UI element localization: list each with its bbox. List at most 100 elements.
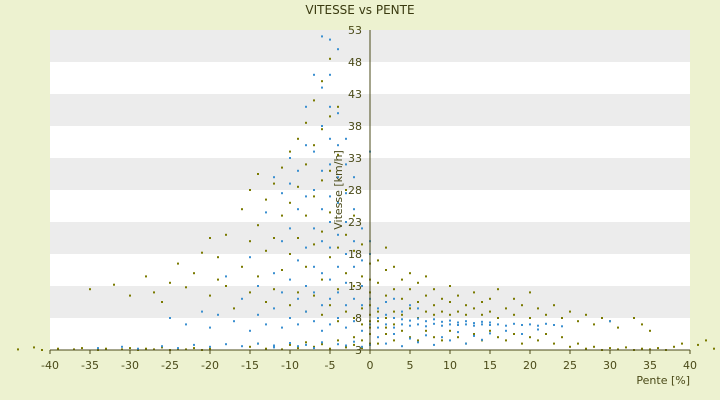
data-point	[473, 322, 475, 325]
data-point	[209, 345, 211, 348]
data-point	[641, 347, 643, 350]
data-point	[185, 348, 187, 351]
data-point	[345, 137, 347, 140]
data-point	[465, 323, 467, 326]
data-point	[353, 336, 355, 339]
y-tick-label: 28	[348, 184, 362, 197]
data-point	[513, 297, 515, 300]
data-point	[489, 297, 491, 300]
data-point	[289, 227, 291, 230]
data-point	[409, 319, 411, 322]
y-tick-label: 13	[348, 280, 362, 293]
data-point	[497, 288, 499, 291]
data-point	[313, 195, 315, 198]
data-point	[137, 347, 139, 350]
data-point	[297, 259, 299, 262]
data-point	[289, 343, 291, 346]
data-point	[449, 323, 451, 326]
data-point	[537, 328, 539, 331]
data-point	[121, 345, 123, 348]
data-point	[305, 195, 307, 198]
data-point	[345, 163, 347, 166]
data-point	[441, 297, 443, 300]
data-point	[129, 347, 131, 350]
data-point	[361, 243, 363, 246]
data-point	[225, 275, 227, 278]
data-point	[241, 345, 243, 348]
data-point	[425, 329, 427, 332]
data-point	[321, 208, 323, 211]
data-point	[217, 278, 219, 281]
data-point	[377, 326, 379, 329]
data-point	[353, 285, 355, 287]
data-point	[337, 343, 339, 346]
data-point	[257, 173, 259, 175]
data-point	[353, 320, 355, 323]
data-point	[185, 323, 187, 326]
data-point	[241, 208, 243, 211]
data-point	[441, 310, 443, 313]
data-point	[473, 291, 475, 294]
data-point	[433, 318, 435, 321]
data-point	[297, 185, 299, 188]
data-point	[273, 344, 275, 347]
data-point	[225, 233, 227, 236]
data-point	[409, 337, 411, 340]
data-point	[329, 38, 331, 41]
data-point	[489, 329, 491, 332]
y-tick-label: 43	[348, 88, 362, 101]
data-point	[481, 320, 483, 323]
data-point	[161, 301, 163, 303]
data-point	[409, 304, 411, 307]
data-point	[249, 329, 251, 332]
data-point	[289, 150, 291, 153]
data-point	[377, 310, 379, 313]
data-point	[481, 338, 483, 341]
data-point	[569, 310, 571, 313]
data-point	[353, 297, 355, 300]
data-point	[337, 144, 339, 147]
data-point	[417, 339, 419, 342]
data-point	[393, 288, 395, 291]
data-point	[505, 307, 507, 310]
data-point	[425, 294, 427, 297]
data-point	[329, 278, 331, 281]
data-point	[321, 240, 323, 243]
data-point	[385, 326, 387, 329]
y-tick-label: 3	[355, 344, 362, 357]
data-point	[153, 291, 155, 294]
data-point	[329, 323, 331, 326]
data-point	[385, 313, 387, 316]
data-point	[345, 233, 347, 236]
data-point	[321, 125, 323, 127]
data-point	[433, 288, 435, 291]
data-point	[289, 182, 291, 185]
data-point	[425, 320, 427, 323]
data-point	[345, 192, 347, 195]
data-point	[265, 323, 267, 326]
data-point	[281, 214, 283, 217]
data-point	[361, 323, 363, 326]
data-point	[465, 342, 467, 345]
x-tick-label: -35	[81, 359, 99, 372]
data-point	[321, 329, 323, 332]
data-point	[329, 221, 331, 223]
data-point	[441, 339, 443, 342]
data-point	[465, 304, 467, 307]
data-point	[281, 240, 283, 243]
data-points	[17, 35, 715, 351]
data-point	[521, 324, 523, 326]
data-point	[249, 345, 251, 348]
data-point	[561, 325, 563, 328]
data-point	[337, 320, 339, 323]
data-point	[393, 297, 395, 300]
data-point	[361, 259, 363, 262]
data-point	[313, 347, 315, 350]
data-point	[489, 310, 491, 313]
y-tick-label: 53	[348, 24, 362, 37]
data-point	[313, 189, 315, 191]
data-point	[297, 291, 299, 294]
x-tick-label: -15	[241, 359, 259, 372]
data-point	[89, 288, 91, 291]
data-point	[673, 345, 675, 348]
